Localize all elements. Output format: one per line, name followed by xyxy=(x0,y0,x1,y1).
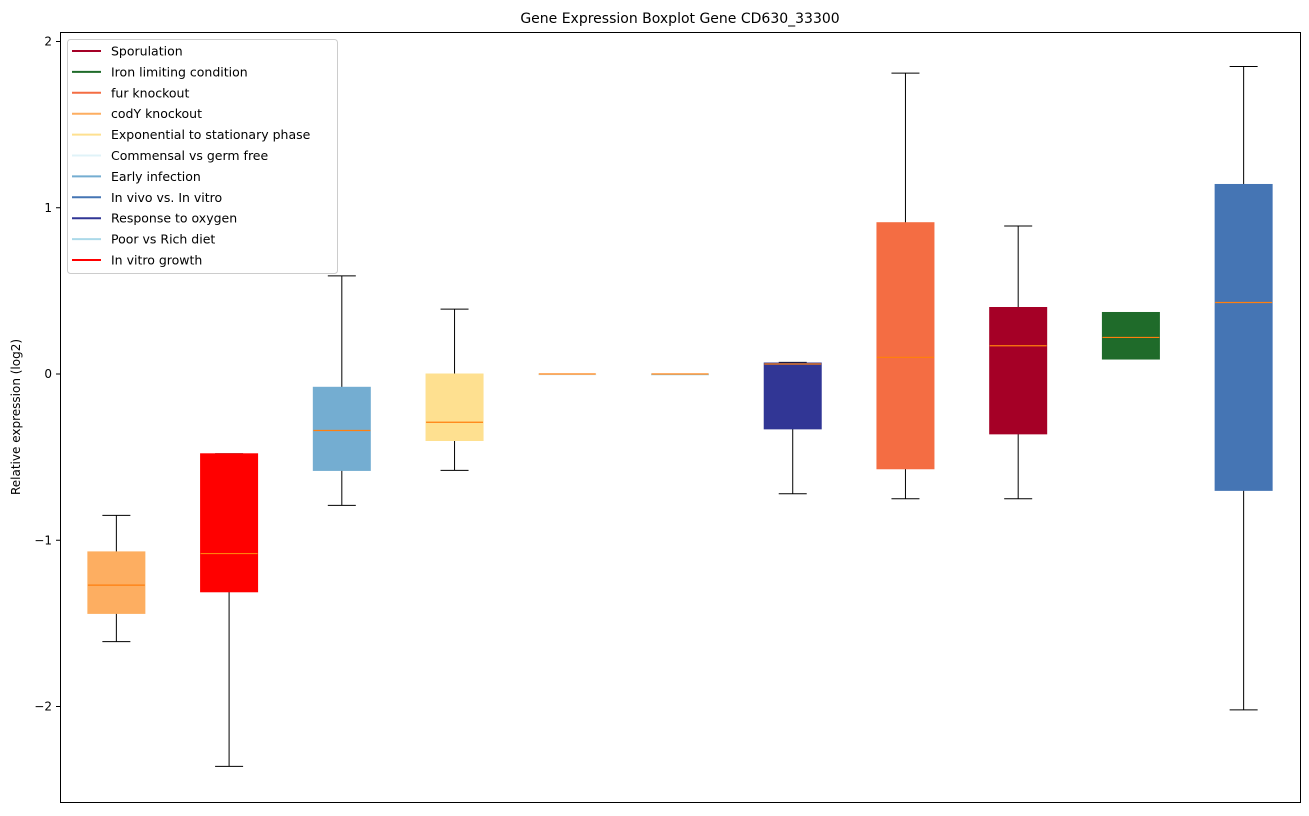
legend-label: Poor vs Rich diet xyxy=(111,232,215,247)
box-body xyxy=(1214,183,1273,491)
legend-label: Response to oxygen xyxy=(111,211,237,226)
box-body xyxy=(763,362,822,430)
legend-label: In vivo vs. In vitro xyxy=(111,190,222,205)
box-response-to-oxygen xyxy=(763,361,822,495)
box-fur-knockout xyxy=(876,72,935,500)
legend-label: In vitro growth xyxy=(111,253,202,268)
y-tick-label: −1 xyxy=(34,533,52,547)
y-tick-label: 2 xyxy=(44,35,52,49)
legend-label: Exponential to stationary phase xyxy=(111,127,311,142)
legend-label: codY knockout xyxy=(111,106,202,121)
legend-label: Sporulation xyxy=(111,44,183,59)
y-tick-label: 0 xyxy=(44,367,52,381)
box-cody-knockout xyxy=(87,514,146,643)
legend-frame xyxy=(67,39,338,274)
box-in-vitro-growth xyxy=(200,453,259,767)
box-exponential-to-stationary-phase xyxy=(425,308,484,471)
box-early-infection xyxy=(312,275,371,506)
box-body xyxy=(989,307,1048,435)
box-poor-vs-rich-diet xyxy=(651,373,709,376)
y-axis-label: Relative expression (log2) xyxy=(9,339,23,495)
chart-title: Gene Expression Boxplot Gene CD630_33300 xyxy=(520,11,839,27)
y-tick-label: −2 xyxy=(34,700,52,714)
box-body xyxy=(312,386,371,471)
box-body xyxy=(87,551,146,614)
plot-frame xyxy=(60,32,1301,803)
box-commensal-vs-germ-free xyxy=(538,373,597,376)
legend-label: Iron limiting condition xyxy=(111,64,248,79)
box-iron-limiting-condition xyxy=(1101,311,1160,360)
legend: Sporulation Iron limiting condition fur kn… xyxy=(67,39,338,274)
box-sporulation xyxy=(989,225,1048,500)
box-body xyxy=(876,222,935,470)
box-body xyxy=(200,453,259,593)
y-tick-label: 1 xyxy=(44,201,52,215)
legend-label: Early infection xyxy=(111,169,201,184)
legend-label: Commensal vs germ free xyxy=(111,148,268,163)
box-body xyxy=(425,373,484,441)
box-in-vivo-vs-in-vitro xyxy=(1214,65,1273,711)
box-body xyxy=(1101,311,1160,360)
legend-label: fur knockout xyxy=(111,85,189,100)
